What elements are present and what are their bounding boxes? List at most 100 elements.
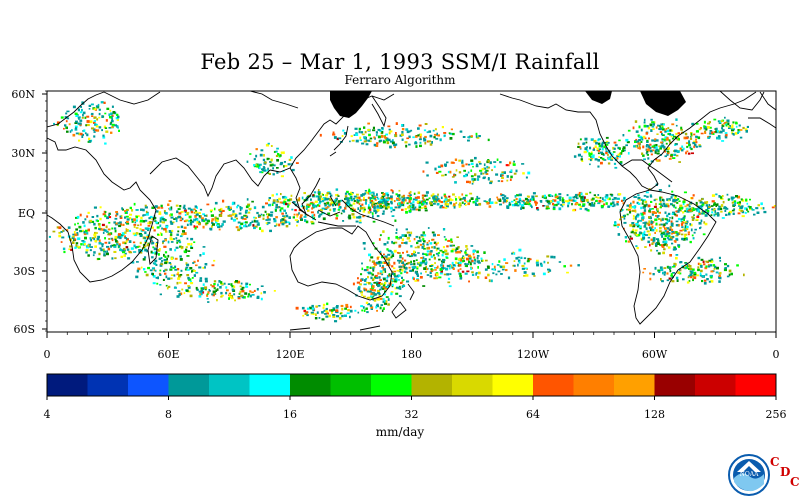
rain-pixel xyxy=(426,253,429,256)
rain-pixel xyxy=(500,193,502,195)
rain-pixel xyxy=(714,203,717,206)
rain-pixel xyxy=(471,260,474,262)
rain-pixel xyxy=(386,241,389,244)
rain-pixel xyxy=(516,204,520,207)
rain-pixel xyxy=(667,232,671,235)
rain-pixel xyxy=(376,283,380,286)
rain-pixel xyxy=(475,272,477,276)
rain-pixel xyxy=(651,228,655,232)
rain-pixel xyxy=(655,202,657,206)
rain-pixel xyxy=(187,290,191,293)
rain-pixel xyxy=(598,144,602,148)
rain-pixel xyxy=(244,292,248,295)
rain-pixel xyxy=(281,201,284,204)
rain-pixel xyxy=(518,199,522,202)
rain-pixel xyxy=(644,137,647,140)
rain-pixel xyxy=(352,202,356,205)
rain-pixel xyxy=(378,201,380,204)
rain-pixel xyxy=(63,127,65,130)
rain-pixel xyxy=(697,136,701,140)
rain-pixel xyxy=(260,297,263,301)
rain-pixel xyxy=(306,307,310,310)
rain-pixel xyxy=(501,171,504,174)
rain-pixel xyxy=(655,238,660,240)
colorbar-tick-label: 4 xyxy=(44,408,51,421)
rain-pixel xyxy=(408,135,411,139)
rain-pixel xyxy=(623,221,627,224)
rain-pixel xyxy=(183,232,187,235)
rain-pixel xyxy=(256,165,260,168)
rain-pixel xyxy=(196,288,199,291)
rain-pixel xyxy=(477,276,480,279)
rain-pixel xyxy=(458,196,461,199)
rain-pixel xyxy=(164,251,168,254)
rain-pixel xyxy=(433,246,436,249)
rain-pixel xyxy=(671,190,674,193)
rain-pixel xyxy=(152,272,154,276)
rain-pixel xyxy=(719,260,722,262)
rain-pixel xyxy=(474,156,477,160)
rain-pixel xyxy=(199,292,201,296)
rain-pixel xyxy=(589,163,591,166)
rain-pixel xyxy=(406,236,410,240)
rain-pixel xyxy=(265,202,268,205)
rain-pixel xyxy=(325,310,329,313)
rain-pixel xyxy=(74,233,78,237)
rain-pixel xyxy=(414,135,418,138)
rain-pixel xyxy=(77,222,79,225)
rain-pixel xyxy=(371,191,375,194)
rain-pixel xyxy=(711,208,714,211)
rain-pixel xyxy=(733,200,737,203)
rain-pixel xyxy=(441,126,444,129)
rain-pixel xyxy=(731,132,734,135)
rain-pixel xyxy=(393,273,396,276)
rain-pixel xyxy=(430,204,434,207)
rain-pixel xyxy=(413,238,416,241)
rain-pixel xyxy=(661,204,664,207)
rain-pixel xyxy=(363,269,367,272)
rain-pixel xyxy=(253,164,256,167)
rain-pixel xyxy=(697,266,700,269)
rain-pixel xyxy=(94,123,97,126)
rain-pixel xyxy=(261,168,265,171)
rain-pixel xyxy=(650,160,654,163)
rain-pixel xyxy=(520,256,523,259)
rain-pixel xyxy=(79,119,83,122)
rain-pixel xyxy=(711,194,716,197)
rain-pixel xyxy=(403,259,407,262)
rain-pixel xyxy=(252,224,255,227)
rain-pixel xyxy=(677,138,680,141)
rain-pixel xyxy=(239,206,242,209)
rain-pixel xyxy=(652,123,655,126)
rain-pixel xyxy=(646,144,649,146)
rain-pixel xyxy=(684,205,687,208)
rain-pixel xyxy=(599,151,604,154)
rain-pixel xyxy=(622,147,625,151)
rain-pixel xyxy=(198,223,201,226)
rain-pixel xyxy=(125,246,129,249)
rain-pixel xyxy=(408,209,412,213)
rain-pixel xyxy=(231,285,234,288)
rain-pixel xyxy=(239,285,242,288)
rain-pixel xyxy=(455,250,458,254)
rain-pixel xyxy=(357,277,359,280)
rain-pixel xyxy=(179,235,183,238)
rain-pixel xyxy=(328,314,331,318)
rain-pixel xyxy=(439,249,443,252)
rain-pixel xyxy=(496,264,500,266)
rain-pixel xyxy=(93,206,97,209)
rain-pixel xyxy=(681,233,684,236)
rain-pixel xyxy=(663,243,667,246)
rain-pixel xyxy=(670,222,674,225)
rain-pixel xyxy=(344,195,348,198)
rain-pixel xyxy=(77,245,80,248)
rain-pixel xyxy=(730,272,733,276)
rain-pixel xyxy=(296,220,299,223)
rain-pixel xyxy=(342,129,345,132)
rain-pixel xyxy=(213,207,216,211)
rain-pixel xyxy=(644,234,648,236)
rain-pixel xyxy=(459,274,462,278)
rain-pixel xyxy=(721,140,725,142)
rain-pixel xyxy=(231,213,235,216)
rain-pixel xyxy=(646,230,650,233)
